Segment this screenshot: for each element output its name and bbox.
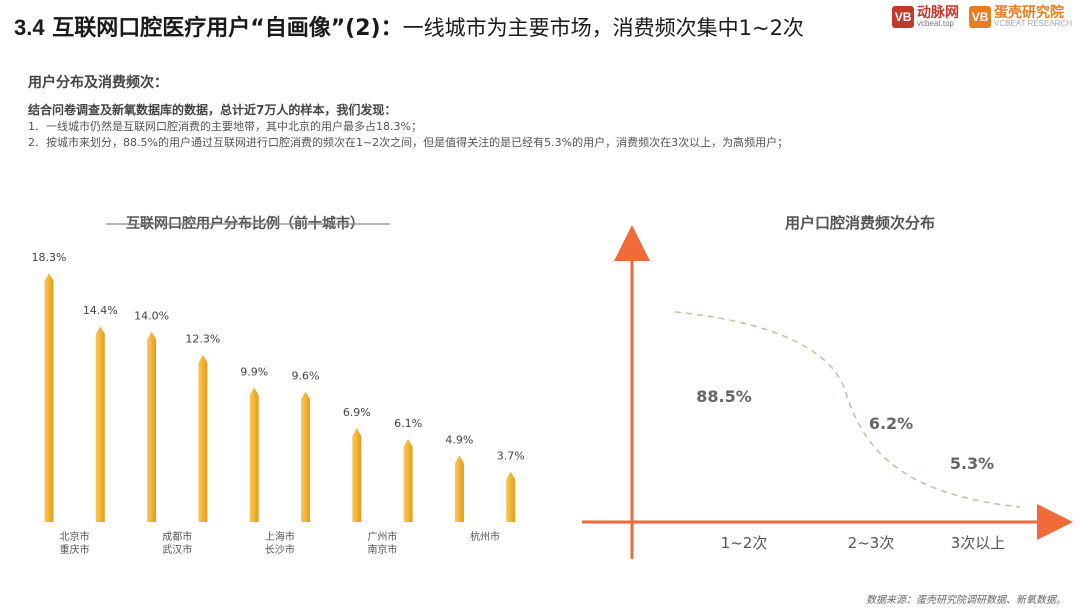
freq-value-label: 6.2% (869, 414, 913, 433)
bar-广州市 (352, 428, 362, 522)
title-main: 互联网口腔医疗用户“自画像”(2)： (52, 16, 403, 41)
point-number: 2. (28, 136, 39, 149)
bar-深圳市 (506, 471, 516, 522)
intro-lead: 结合问卷调查及新氧数据库的数据，总计近7万人的样本，我们发现： (28, 103, 397, 117)
x-tick-label: 长沙市 (265, 543, 295, 556)
vbr-logo: VB 蛋壳研究院 VCBEAT RESEARCH (969, 6, 1072, 28)
title-sub: 一线城市为主要市场，消费频次集中1~2次 (402, 16, 804, 40)
bar-南京市 (403, 439, 413, 522)
x-tick-label: 南京市 (367, 543, 397, 556)
logo2-tagline: VCBEAT RESEARCH (994, 19, 1072, 28)
x-tick-label: 成都市 (162, 530, 192, 543)
city-distribution-bar-chart: 互联网口腔用户分布比例（前十城市） 18.3%14.4% 14.0%12.3%9.… (32, 215, 525, 556)
x-tick-label: 北京市 (60, 530, 90, 543)
bar-value-label: 3.7% (497, 450, 525, 463)
bar-value-label: 9.6% (292, 369, 320, 382)
bar-value-label: 14.4% (83, 304, 118, 317)
logo-area: VB 动脉网 vcbeat.top VB 蛋壳研究院 VCBEAT RESEAR… (892, 6, 1072, 28)
bar-value-label: 6.9% (343, 406, 371, 419)
bar-成都市 (147, 331, 157, 522)
logo2-name: 蛋壳研究院 (994, 5, 1065, 21)
x-tick-label: 重庆市 (60, 543, 90, 556)
freq-category-label: 3次以上 (951, 534, 1006, 552)
bar-长沙市 (301, 391, 310, 522)
point-number: 1. (28, 120, 39, 133)
bar-武汉市 (198, 354, 208, 522)
freq-value-label: 88.5% (696, 387, 752, 406)
bar-杭州市 (454, 455, 464, 522)
vbr-logo-mark: VB (969, 6, 992, 28)
logo1-url: vcbeat.top (917, 19, 954, 28)
page-title: 3.4 互联网口腔医疗用户“自画像”(2)：一线城市为主要市场，消费频次集中1~… (14, 10, 804, 42)
section-number: 3.4 (14, 15, 45, 40)
data-source: 数据来源：蛋壳研究院调研数据、新氧数据。 (866, 595, 1066, 606)
point-text: 一线城市仍然是互联网口腔消费的主要地带，其中北京的用户最多占18.3%； (46, 120, 422, 133)
bar-value-label: 6.1% (394, 417, 422, 430)
point-text: 按城市来划分，88.5%的用户通过互联网进行口腔消费的频次在1~2次之间，但是值… (46, 136, 789, 149)
intro-point-2: 2. 按城市来划分，88.5%的用户通过互联网进行口腔消费的频次在1~2次之间，但… (28, 134, 788, 150)
freq-category-label: 2~3次 (848, 534, 895, 552)
bar-北京市 (44, 273, 54, 522)
freq-chart-title: 用户口腔消费频次分布 (785, 214, 935, 232)
bar-value-label: 9.9% (240, 365, 268, 378)
vcbeat-logo: VB 动脉网 vcbeat.top (892, 6, 959, 28)
freq-value-label: 5.3% (950, 454, 994, 473)
bar-上海市 (249, 387, 259, 522)
vb-logo-mark: VB (892, 6, 915, 28)
x-tick-label: 上海市 (265, 530, 295, 543)
intro-point-1: 1. 一线城市仍然是互联网口腔消费的主要地带，其中北京的用户最多占18.3%； (28, 118, 422, 134)
frequency-curve (674, 311, 1021, 508)
x-tick-label: 广州市 (367, 530, 397, 543)
bar-value-label: 4.9% (445, 433, 473, 446)
bar-value-label: 12.3% (185, 333, 220, 346)
logo1-name: 动脉网 (917, 5, 960, 21)
x-tick-label: 武汉市 (162, 543, 192, 556)
bar-重庆市 (95, 326, 105, 522)
freq-category-label: 1~2次 (721, 534, 768, 552)
bar-value-label: 18.3% (32, 251, 67, 264)
intro-heading: 用户分布及消费频次： (28, 75, 168, 91)
frequency-chart: 用户口腔消费频次分布 88.5% 6.2% 5.3% 1~2次 2~3次 3次以上 (582, 214, 1073, 559)
bar-value-label: 14.0% (134, 310, 169, 323)
x-tick-label: 杭州市 (470, 530, 500, 543)
